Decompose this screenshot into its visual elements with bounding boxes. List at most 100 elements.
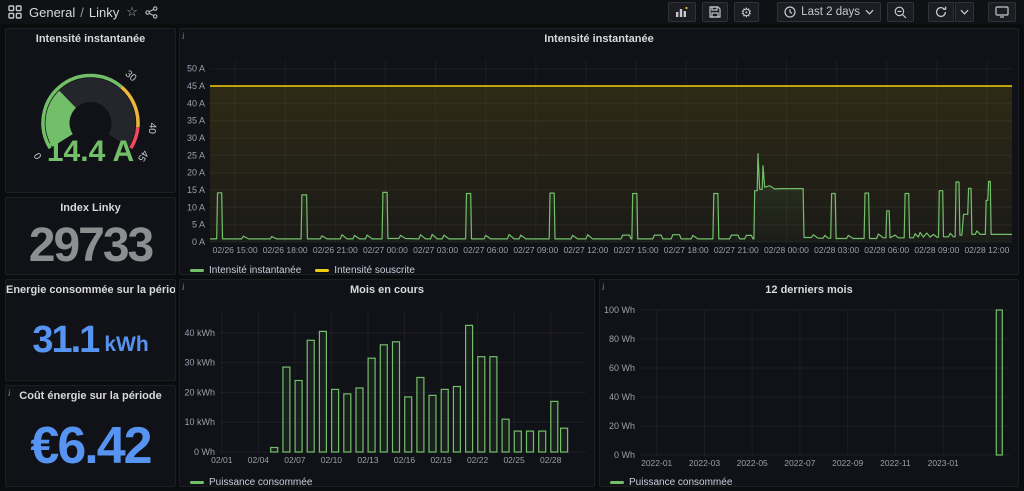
- panel-energie-consommee: Energie consommée sur la période 31.1 kW…: [5, 279, 176, 381]
- svg-text:02/22: 02/22: [467, 455, 489, 465]
- svg-text:02/27 06:00: 02/27 06:00: [463, 245, 508, 255]
- bar: [355, 387, 364, 453]
- series-area-0: [210, 86, 1012, 242]
- energie-unit: kWh: [104, 333, 149, 356]
- svg-text:02/27 00:00: 02/27 00:00: [363, 245, 408, 255]
- refresh-icon: [935, 6, 947, 18]
- chart-legend: Intensité instantanée Intensité souscrite: [180, 261, 1018, 279]
- svg-text:25 A: 25 A: [187, 150, 205, 160]
- svg-text:02/27 15:00: 02/27 15:00: [614, 245, 659, 255]
- bar: [477, 356, 486, 453]
- svg-text:02/26 15:00: 02/26 15:00: [213, 245, 258, 255]
- star-icon[interactable]: ☆: [126, 4, 138, 19]
- svg-text:02/28 12:00: 02/28 12:00: [964, 245, 1009, 255]
- breadcrumb: General / Linky: [29, 5, 119, 20]
- bar: [331, 388, 340, 453]
- dashboard-settings-button[interactable]: ⚙: [733, 2, 760, 22]
- add-panel-button[interactable]: [667, 2, 696, 22]
- svg-text:2022-09: 2022-09: [832, 458, 863, 468]
- time-range-picker[interactable]: Last 2 days: [777, 2, 881, 22]
- panel-info-icon[interactable]: [602, 282, 614, 294]
- bar: [440, 388, 449, 453]
- panel-info-icon[interactable]: [182, 31, 194, 43]
- svg-text:02/26 18:00: 02/26 18:00: [263, 245, 308, 255]
- svg-text:02/25: 02/25: [503, 455, 525, 465]
- gauge-tick-label: 30: [123, 69, 139, 85]
- bar: [282, 366, 291, 453]
- energie-value: 31.1: [32, 319, 100, 361]
- panel-index-linky: Index Linky 29733: [5, 197, 176, 275]
- bar: [294, 379, 303, 453]
- legend-label: Puissance consommée: [209, 476, 313, 488]
- svg-text:2022-01: 2022-01: [641, 458, 672, 468]
- panel-title[interactable]: Mois en cours: [350, 284, 424, 296]
- svg-text:60 Wh: 60 Wh: [609, 363, 635, 373]
- panel-intensite-gauge: Intensité instantanée 0 30 40 45 14.4 A: [5, 28, 176, 193]
- legend-swatch: [610, 480, 624, 484]
- legend-item[interactable]: Puissance consommée: [190, 477, 312, 488]
- bar: [550, 400, 559, 453]
- bar: [452, 385, 461, 453]
- svg-text:80 Wh: 80 Wh: [609, 334, 635, 344]
- time-range-label: Last 2 days: [801, 6, 860, 18]
- svg-text:02/27 09:00: 02/27 09:00: [513, 245, 558, 255]
- bar: [513, 430, 522, 453]
- svg-text:02/28 06:00: 02/28 06:00: [864, 245, 909, 255]
- svg-text:20 Wh: 20 Wh: [609, 421, 635, 431]
- intensite-timeseries-chart[interactable]: 02/26 15:00 02/26 18:00 02/26 21:00 02/27 0…: [180, 49, 1018, 256]
- panel-title[interactable]: Intensité instantanée: [35, 33, 146, 45]
- bar: [560, 427, 569, 453]
- panel-info-icon[interactable]: [8, 388, 20, 400]
- svg-text:5 A: 5 A: [192, 220, 205, 230]
- refresh-button[interactable]: [928, 2, 954, 22]
- refresh-interval-dropdown[interactable]: [955, 2, 974, 22]
- svg-text:45 A: 45 A: [187, 81, 205, 91]
- index-linky-value: 29733: [28, 219, 154, 272]
- save-dashboard-button[interactable]: [701, 2, 728, 22]
- svg-text:02/27 03:00: 02/27 03:00: [413, 245, 458, 255]
- panel-info-icon[interactable]: [182, 282, 194, 294]
- mois-en-cours-chart[interactable]: 02/01 02/04 02/07 02/10 02/13 02/16 02/19 02/22…: [180, 300, 594, 468]
- svg-text:02/01: 02/01: [211, 455, 233, 465]
- panel-title[interactable]: Coût énergie sur la période: [19, 390, 162, 402]
- bar: [270, 446, 279, 453]
- zoom-out-button[interactable]: [887, 2, 914, 22]
- svg-text:02/19: 02/19: [430, 455, 452, 465]
- bar: [404, 396, 413, 453]
- legend-item[interactable]: Intensité souscrite: [315, 265, 415, 276]
- svg-text:30 kWh: 30 kWh: [184, 358, 215, 368]
- svg-text:20 A: 20 A: [187, 168, 205, 178]
- panel-title[interactable]: Energie consommée sur la période: [6, 284, 175, 296]
- breadcrumb-folder[interactable]: General: [29, 4, 76, 20]
- legend-item[interactable]: Intensité instantanée: [190, 265, 301, 276]
- series-line-1: [210, 153, 1012, 240]
- bar: [306, 339, 315, 453]
- bar: [416, 376, 425, 453]
- cycle-view-mode-button[interactable]: [988, 2, 1016, 22]
- svg-text:02/04: 02/04: [248, 455, 270, 465]
- panel-title[interactable]: Index Linky: [60, 202, 121, 214]
- breadcrumb-page[interactable]: Linky: [88, 4, 120, 20]
- bar: [367, 357, 376, 453]
- svg-text:02/26 21:00: 02/26 21:00: [313, 245, 358, 255]
- legend-item[interactable]: Puissance consommée: [610, 477, 732, 488]
- chart-legend: Puissance consommée: [600, 473, 1018, 491]
- svg-text:02/16: 02/16: [394, 455, 416, 465]
- bar: [379, 344, 388, 453]
- share-icon[interactable]: [145, 5, 158, 19]
- svg-text:40 Wh: 40 Wh: [609, 392, 635, 402]
- bar: [525, 430, 535, 453]
- svg-text:02/28 09:00: 02/28 09:00: [914, 245, 959, 255]
- panel-title[interactable]: Intensité instantanée: [544, 33, 654, 45]
- tv-display-icon: [995, 6, 1009, 18]
- clock-icon: [784, 6, 796, 18]
- svg-text:02/27 18:00: 02/27 18:00: [664, 245, 709, 255]
- svg-text:30 A: 30 A: [187, 133, 205, 143]
- dashboards-grid-icon[interactable]: [8, 5, 22, 19]
- panel-title[interactable]: 12 derniers mois: [765, 284, 853, 296]
- gauge-tick-label: 0: [32, 150, 45, 161]
- 12-derniers-mois-chart[interactable]: 2022-01 2022-03 2022-05 2022-07 2022-09 2022-…: [600, 300, 1018, 468]
- gear-icon: ⚙: [740, 4, 753, 20]
